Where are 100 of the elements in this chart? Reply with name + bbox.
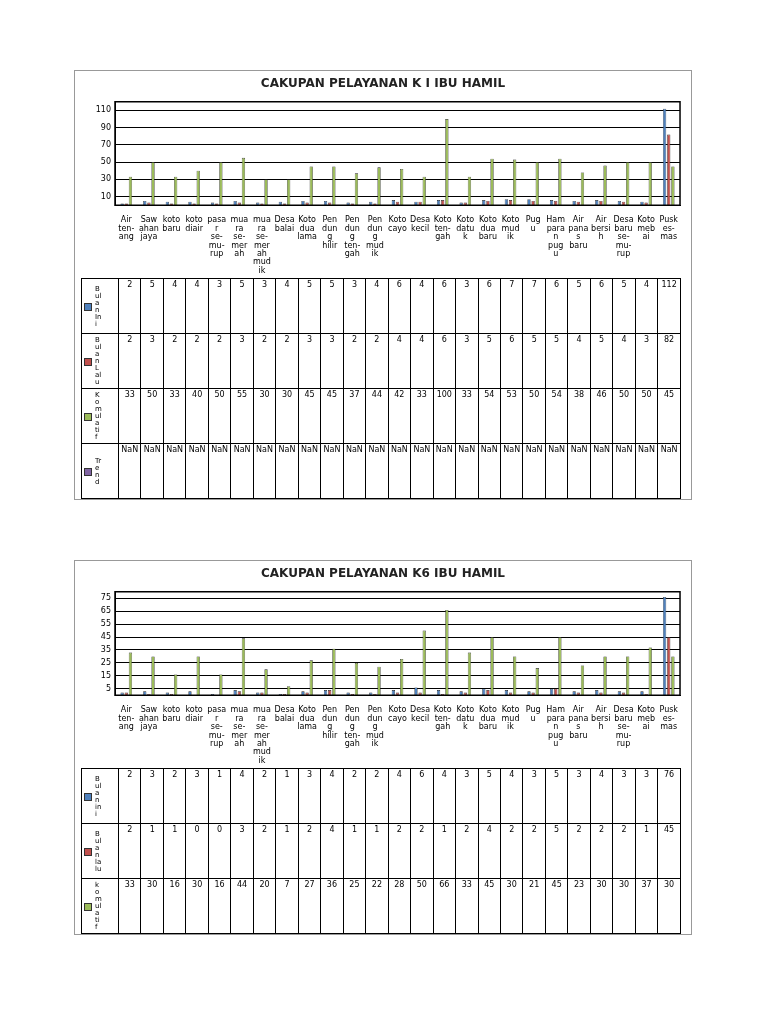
data-label: 44 bbox=[230, 878, 254, 934]
data-label: 3 bbox=[320, 333, 344, 389]
data-label: 50 bbox=[635, 388, 658, 444]
y-tick-label: 5 bbox=[105, 683, 111, 693]
text: NaN bbox=[390, 445, 408, 454]
text: NaN bbox=[278, 445, 296, 454]
data-label: 0 bbox=[185, 823, 209, 879]
text: NaN bbox=[233, 445, 251, 454]
x-tick-label: Pusk es-mas bbox=[659, 705, 679, 732]
data-label: 33 bbox=[163, 388, 186, 444]
data-label: 3 bbox=[298, 333, 321, 389]
x-tick-label: Air pana s baru bbox=[568, 705, 589, 740]
x-tick-label: Pug u bbox=[525, 215, 541, 233]
data-label: 2 bbox=[118, 823, 141, 879]
data-label: 1 bbox=[635, 823, 658, 879]
data-label: 50 bbox=[612, 388, 636, 444]
data-label: 6 bbox=[545, 278, 568, 334]
x-tick-label: mua ra se-mer ah mud ik bbox=[252, 215, 271, 275]
x-tick-label: Pen dun g mud ik bbox=[365, 705, 384, 749]
data-label: 6 bbox=[433, 278, 456, 334]
data-label: 2 bbox=[522, 823, 546, 879]
y-tick-label: 25 bbox=[100, 657, 111, 667]
data-label: 2 bbox=[185, 333, 209, 389]
x-tick-label: koto baru bbox=[162, 705, 181, 723]
text: NaN bbox=[143, 445, 161, 454]
data-label: 42 bbox=[388, 388, 411, 444]
data-label: 6 bbox=[590, 278, 613, 334]
x-tick-label: Pen dun g hilir bbox=[322, 215, 338, 250]
data-label: 28 bbox=[388, 878, 411, 934]
x-tick-label: Koto cayo bbox=[388, 215, 408, 233]
data-label: 1 bbox=[433, 823, 456, 879]
x-tick-label: Desa balai bbox=[274, 705, 295, 723]
data-label: 6 bbox=[410, 768, 434, 824]
x-tick-label: Desa kecil bbox=[410, 215, 431, 233]
data-label: 22 bbox=[365, 878, 389, 934]
data-label: 1 bbox=[163, 823, 186, 879]
data-label: 5 bbox=[298, 278, 321, 334]
data-label: 5 bbox=[230, 278, 254, 334]
data-label: 5 bbox=[478, 768, 501, 824]
x-tick-label: Koto dua lama bbox=[297, 705, 318, 732]
x-tick-label: Koto dua baru bbox=[478, 215, 498, 242]
data-label: 45 bbox=[320, 388, 344, 444]
data-label: 40 bbox=[185, 388, 209, 444]
data-label: 112 bbox=[657, 278, 681, 334]
data-label: 20 bbox=[253, 878, 276, 934]
text: NaN bbox=[413, 445, 431, 454]
text: NaN bbox=[638, 445, 655, 454]
data-label: 7 bbox=[522, 278, 546, 334]
data-label: 3 bbox=[208, 278, 231, 334]
data-label: 7 bbox=[275, 878, 299, 934]
data-label: 3 bbox=[140, 768, 164, 824]
chart-title: CAKUPAN PELAYANAN K6 IBU HAMIL bbox=[260, 565, 506, 582]
data-label: 4 bbox=[410, 278, 434, 334]
data-label: 5 bbox=[590, 333, 613, 389]
y-tick-label: 110 bbox=[95, 105, 111, 115]
data-label: 30 bbox=[185, 878, 209, 934]
data-label: 5 bbox=[545, 333, 568, 389]
text: NaN bbox=[548, 445, 566, 454]
x-tick-label: Koto datu k bbox=[456, 215, 475, 242]
data-label: 2 bbox=[275, 333, 299, 389]
x-tick-label: Air ten-ang bbox=[118, 705, 135, 732]
x-tick-label: Desa baru se-mu-rup bbox=[613, 705, 634, 749]
data-label: 66 bbox=[433, 878, 456, 934]
x-tick-label: Saw ahan jaya bbox=[138, 215, 159, 242]
text: NaN bbox=[525, 445, 543, 454]
data-label: 2 bbox=[118, 333, 141, 389]
data-label: 2 bbox=[343, 333, 366, 389]
data-label: 44 bbox=[365, 388, 389, 444]
x-tick-label: pasa r se-mu-rup bbox=[207, 215, 227, 259]
data-label: 76 bbox=[657, 768, 681, 824]
chart-title: CAKUPAN PELAYANAN K I IBU HAMIL bbox=[259, 75, 507, 92]
data-label: 3 bbox=[230, 333, 254, 389]
data-label: 2 bbox=[208, 333, 231, 389]
data-label: 30 bbox=[590, 878, 613, 934]
data-label: 4 bbox=[275, 278, 299, 334]
data-label: 50 bbox=[522, 388, 546, 444]
data-label: 30 bbox=[500, 878, 523, 934]
y-tick-label: 15 bbox=[100, 670, 111, 680]
data-label: 3 bbox=[185, 768, 209, 824]
data-label: 2 bbox=[590, 823, 613, 879]
data-label: 50 bbox=[410, 878, 434, 934]
x-tick-label: Koto mud ik bbox=[501, 215, 520, 242]
data-label: 1 bbox=[275, 768, 299, 824]
data-label: 27 bbox=[298, 878, 321, 934]
x-tick-label: Pen dun g mud ik bbox=[365, 215, 384, 259]
data-label: 2 bbox=[567, 823, 591, 879]
x-tick-label: Desa baru se-mu-rup bbox=[613, 215, 634, 259]
y-tick-label: 70 bbox=[100, 139, 111, 149]
data-label: 2 bbox=[455, 823, 478, 879]
x-tick-label: Pug u bbox=[525, 705, 541, 723]
x-tick-label: Air pana s baru bbox=[568, 215, 589, 250]
data-label: 3 bbox=[522, 768, 546, 824]
data-label: 6 bbox=[500, 333, 523, 389]
data-label: 3 bbox=[298, 768, 321, 824]
data-label: 50 bbox=[140, 388, 164, 444]
data-label: 1 bbox=[365, 823, 389, 879]
data-label: 4 bbox=[388, 768, 411, 824]
x-tick-label: Saw ahan jaya bbox=[138, 705, 159, 732]
data-label: 4 bbox=[590, 768, 613, 824]
data-label: 3 bbox=[635, 768, 658, 824]
